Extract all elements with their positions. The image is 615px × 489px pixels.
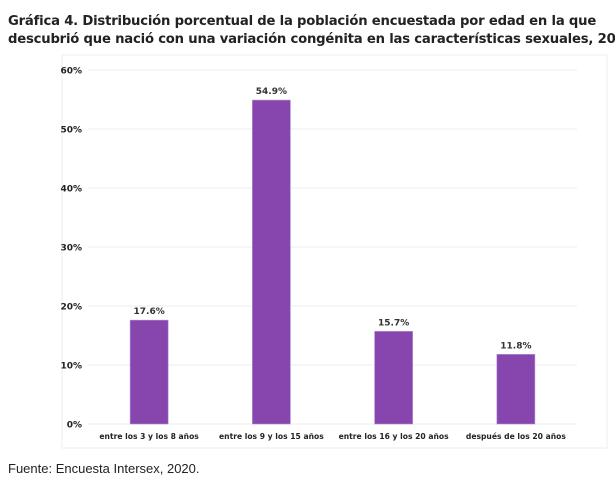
y-tick-label: 60% <box>60 67 82 77</box>
y-tick-label: 20% <box>60 303 82 313</box>
y-tick-label: 0% <box>67 421 82 431</box>
chart-title: Gráfica 4. Distribución porcentual de la… <box>8 13 615 49</box>
chart-title-line-1: Gráfica 4. Distribución porcentual de la… <box>8 14 597 29</box>
data-label: 54.9% <box>256 87 287 97</box>
source-note: Fuente: Encuesta Intersex, 2020. <box>8 461 200 476</box>
chart-frame <box>61 54 608 449</box>
y-tick-label: 30% <box>60 244 82 254</box>
data-label: 11.8% <box>500 341 531 351</box>
y-tick-label: 50% <box>60 126 82 136</box>
bar <box>252 99 291 425</box>
bar <box>129 319 169 425</box>
y-tick-label: 40% <box>60 185 82 195</box>
chart-title-line-2: descubrió que nació con una variación co… <box>8 32 615 47</box>
bar <box>374 331 413 425</box>
x-tick-label: después de los 20 años <box>466 432 566 441</box>
x-tick-label: entre los 16 y los 20 años <box>339 432 449 441</box>
data-label: 17.6% <box>134 307 165 317</box>
x-tick-label: entre los 3 y los 8 años <box>99 432 199 441</box>
x-tick-label: entre los 9 y los 15 años <box>219 432 324 441</box>
data-label: 15.7% <box>378 318 409 328</box>
bar <box>496 354 536 425</box>
y-tick-label: 10% <box>60 362 82 372</box>
